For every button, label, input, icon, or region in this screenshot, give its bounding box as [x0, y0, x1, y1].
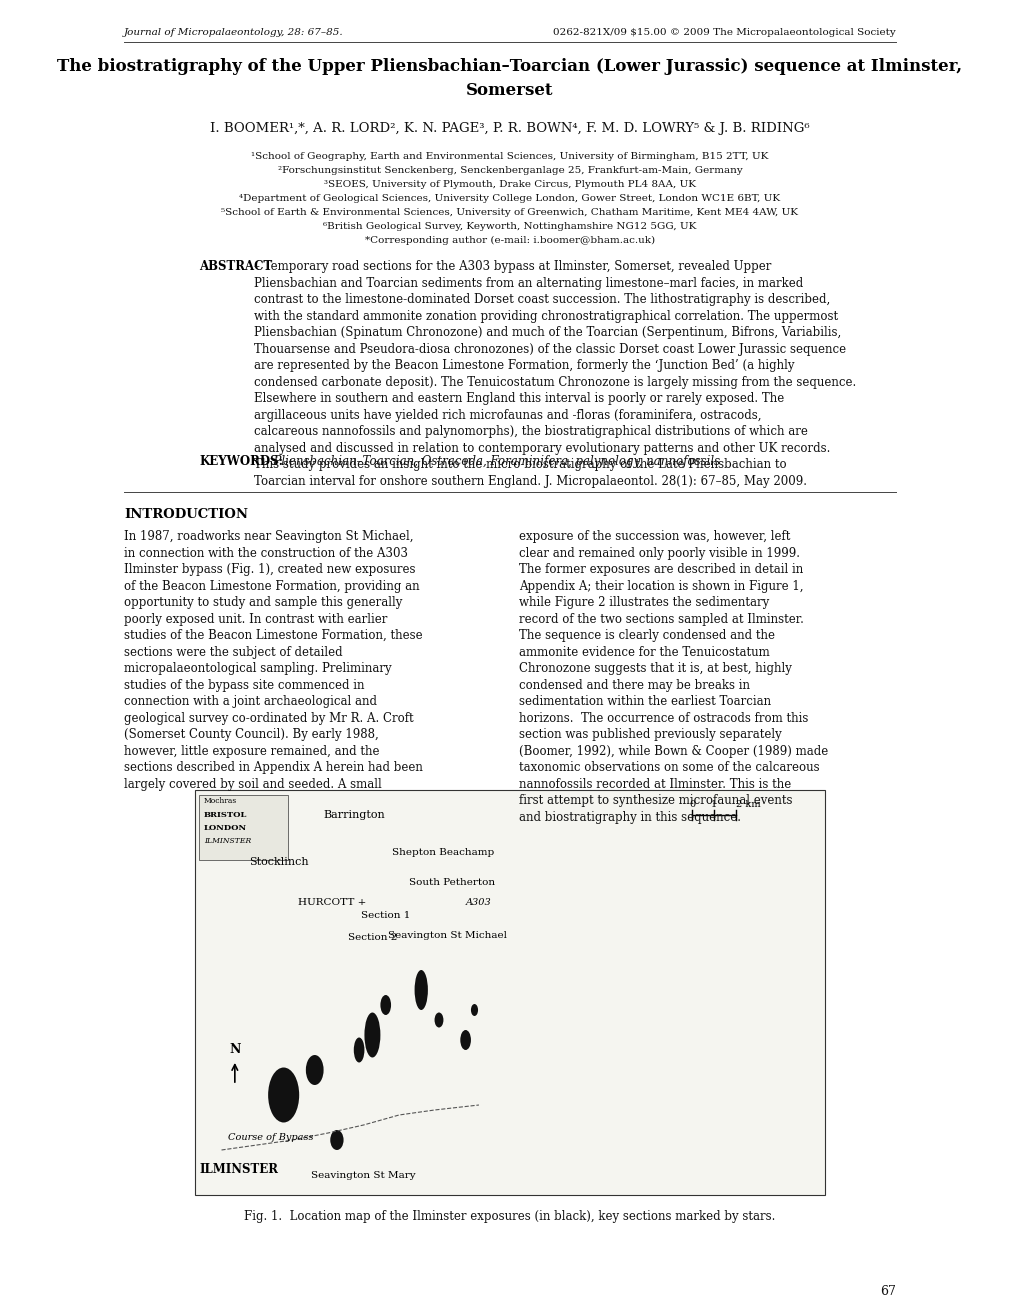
Text: N: N	[229, 1044, 240, 1055]
Text: Journal of Micropalaeontology, 28: 67–85.: Journal of Micropalaeontology, 28: 67–85…	[123, 28, 343, 37]
Text: A303: A303	[466, 898, 491, 907]
Ellipse shape	[414, 970, 428, 1009]
Text: Stocklinch: Stocklinch	[250, 857, 309, 867]
Text: I. BOOMER¹,*, A. R. LORD², K. N. PAGE³, P. R. BOWN⁴, F. M. D. LOWRY⁵ & J. B. RID: I. BOOMER¹,*, A. R. LORD², K. N. PAGE³, …	[210, 122, 809, 135]
Text: – Temporary road sections for the A303 bypass at Ilminster, Somerset, revealed U: – Temporary road sections for the A303 b…	[254, 260, 856, 488]
Text: LONDON: LONDON	[204, 825, 247, 832]
Ellipse shape	[330, 1130, 343, 1150]
Text: ³SEOES, University of Plymouth, Drake Circus, Plymouth PL4 8AA, UK: ³SEOES, University of Plymouth, Drake Ci…	[324, 180, 695, 189]
Text: HURCOTT +: HURCOTT +	[298, 898, 366, 907]
Text: 2 km: 2 km	[736, 800, 760, 809]
Text: 0262-821X/09 $15.00 © 2009 The Micropalaeontological Society: 0262-821X/09 $15.00 © 2009 The Micropala…	[553, 28, 896, 37]
Text: ⁴Department of Geological Sciences, University College London, Gower Street, Lon: ⁴Department of Geological Sciences, Univ…	[239, 194, 780, 203]
Ellipse shape	[471, 1004, 478, 1016]
Text: Course of Bypass: Course of Bypass	[227, 1133, 313, 1142]
Text: Mochras: Mochras	[204, 797, 236, 805]
Text: Somerset: Somerset	[466, 83, 553, 100]
Text: *Corresponding author (e-mail: i.boomer@bham.ac.uk): *Corresponding author (e-mail: i.boomer@…	[365, 236, 654, 245]
Ellipse shape	[268, 1067, 299, 1122]
Text: INTRODUCTION: INTRODUCTION	[123, 507, 248, 520]
Text: In 1987, roadworks near Seavington St Michael,
in connection with the constructi: In 1987, roadworks near Seavington St Mi…	[123, 530, 422, 791]
Text: Fig. 1.  Location map of the Ilminster exposures (in black), key sections marked: Fig. 1. Location map of the Ilminster ex…	[245, 1210, 774, 1223]
Text: KEYWORDS:: KEYWORDS:	[199, 455, 283, 468]
Text: 67: 67	[879, 1285, 896, 1298]
FancyBboxPatch shape	[195, 791, 824, 1196]
Ellipse shape	[364, 1012, 380, 1058]
Text: Seavington St Michael: Seavington St Michael	[388, 931, 506, 940]
Text: ⁵School of Earth & Environmental Sciences, University of Greenwich, Chatham Mari: ⁵School of Earth & Environmental Science…	[221, 208, 798, 218]
Text: Shepton Beachamp: Shepton Beachamp	[392, 848, 494, 857]
Text: Barrington: Barrington	[323, 810, 385, 819]
Text: 1: 1	[710, 800, 716, 809]
Text: ¹School of Geography, Earth and Environmental Sciences, University of Birmingham: ¹School of Geography, Earth and Environm…	[251, 152, 768, 161]
Text: ²Forschungsinstitut Senckenberg, Senckenberganlage 25, Frankfurt-am-Main, German: ²Forschungsinstitut Senckenberg, Sencken…	[277, 166, 742, 174]
Ellipse shape	[460, 1030, 471, 1050]
Text: ⁶British Geological Survey, Keyworth, Nottinghamshire NG12 5GG, UK: ⁶British Geological Survey, Keyworth, No…	[323, 222, 696, 231]
Ellipse shape	[434, 1012, 443, 1028]
Text: BRISTOL: BRISTOL	[204, 812, 247, 819]
Ellipse shape	[380, 995, 390, 1015]
Text: ABSTRACT: ABSTRACT	[199, 260, 272, 273]
Text: Seavington St Mary: Seavington St Mary	[311, 1171, 416, 1180]
Text: The biostratigraphy of the Upper Pliensbachian–Toarcian (Lower Jurassic) sequenc: The biostratigraphy of the Upper Pliensb…	[57, 58, 962, 75]
Text: Section 1: Section 1	[361, 911, 410, 920]
Text: Pliensbachian–Toarcian, Ostracoda, Foraminifera, palynology, nannofossils: Pliensbachian–Toarcian, Ostracoda, Foram…	[266, 455, 719, 468]
Ellipse shape	[354, 1037, 364, 1062]
FancyBboxPatch shape	[199, 794, 287, 860]
Text: ILMINSTER: ILMINSTER	[204, 836, 251, 846]
Text: ILMINSTER: ILMINSTER	[200, 1163, 278, 1176]
Text: exposure of the succession was, however, left
clear and remained only poorly vis: exposure of the succession was, however,…	[519, 530, 827, 823]
Ellipse shape	[306, 1055, 323, 1086]
Text: South Petherton: South Petherton	[409, 878, 495, 888]
Text: 0: 0	[688, 800, 694, 809]
Text: Section 2: Section 2	[347, 933, 396, 943]
